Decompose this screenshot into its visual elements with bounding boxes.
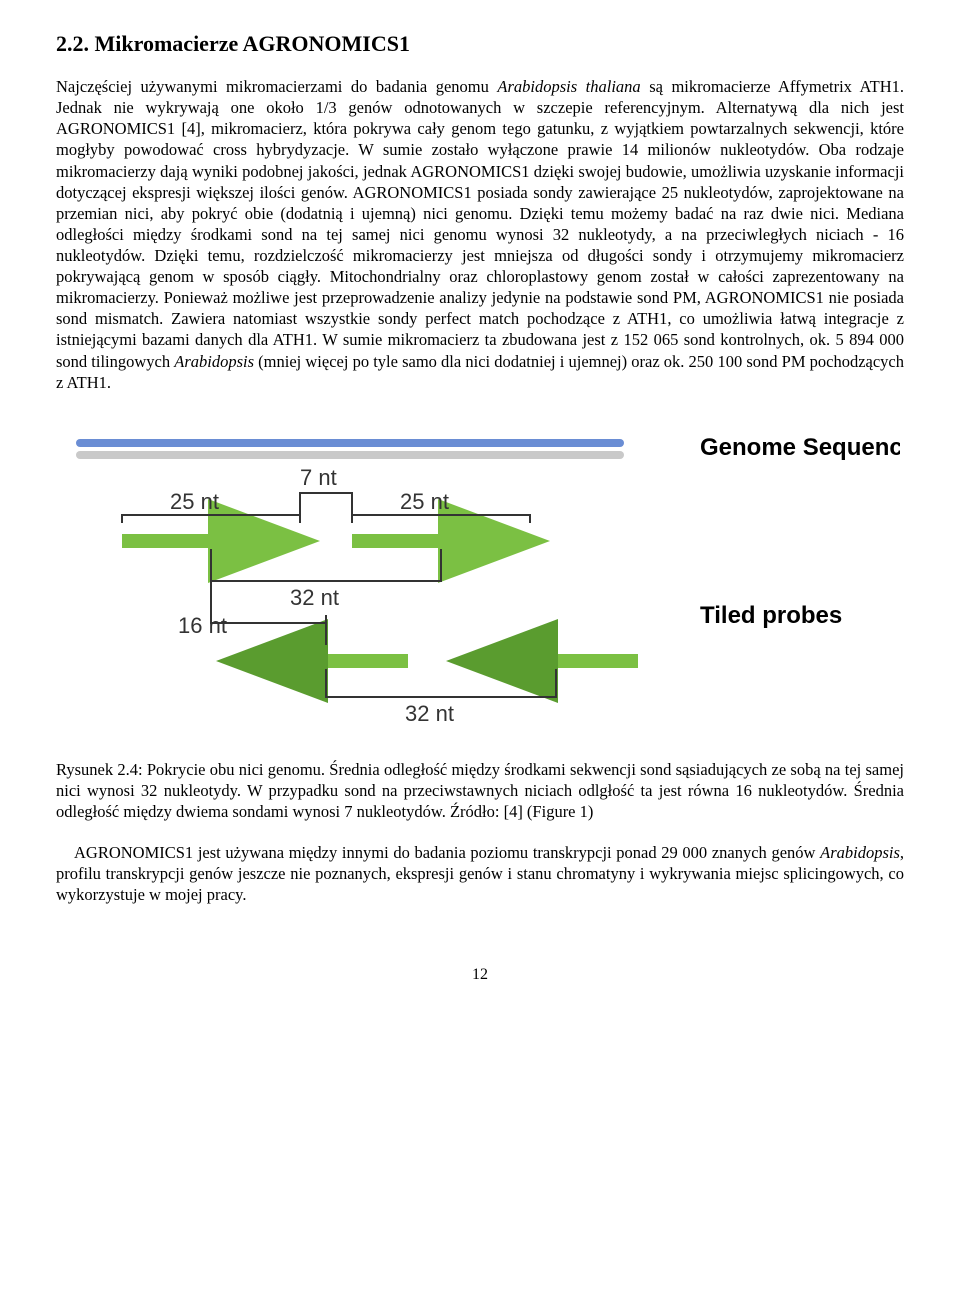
- genome-seq-label: Genome Sequence: [700, 434, 900, 461]
- label-16nt: 16 nt: [178, 613, 227, 638]
- page-number: 12: [56, 965, 904, 985]
- label-32nt-a: 32 nt: [290, 585, 339, 610]
- tiled-probes-diagram: Genome Sequence Tiled probes 25 nt: [60, 423, 900, 723]
- label-25nt-b: 25 nt: [400, 489, 449, 514]
- label-25nt-a: 25 nt: [170, 489, 219, 514]
- section-heading: 2.2. Mikromacierze AGRONOMICS1: [56, 30, 904, 58]
- section-title: Mikromacierze AGRONOMICS1: [95, 31, 410, 56]
- paragraph-2: AGRONOMICS1 jest używana między innymi d…: [56, 842, 904, 905]
- paragraph-1: Najczęściej używanymi mikromacierzami do…: [56, 76, 904, 393]
- figure-2-4: Genome Sequence Tiled probes 25 nt: [56, 423, 904, 822]
- figure-caption: Rysunek 2.4: Pokrycie obu nici genomu. Ś…: [56, 759, 904, 822]
- label-7nt: 7 nt: [300, 465, 337, 490]
- section-number: 2.2.: [56, 31, 89, 56]
- tiled-probes-label: Tiled probes: [700, 602, 842, 629]
- label-32nt-b: 32 nt: [405, 701, 454, 723]
